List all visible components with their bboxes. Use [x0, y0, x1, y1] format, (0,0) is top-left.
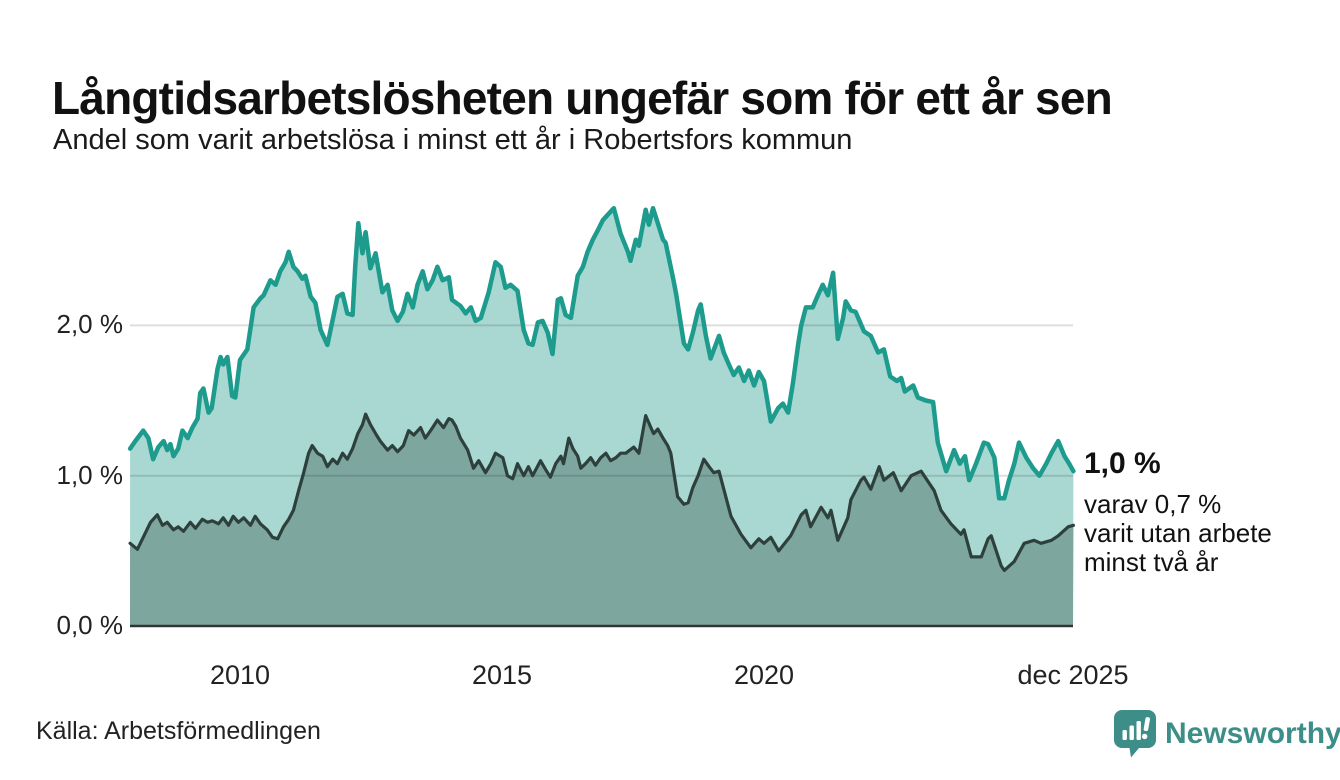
x-axis-tick-label: 2020 [733, 660, 795, 690]
newsworthy-logo: Newsworthy [1113, 709, 1340, 758]
y-axis-tick-label: 0,0 % [56, 610, 124, 640]
annotation-detail-line: varav 0,7 % [1084, 489, 1222, 519]
annotation-detail: varav 0,7 % varit utan arbete minst två … [1084, 490, 1272, 577]
x-axis-tick-label: 2010 [209, 660, 271, 690]
x-axis-tick-label: 2015 [471, 660, 533, 690]
latest-value-annotation: 1,0 % [1084, 447, 1161, 480]
area-fill-minst-tva-ar [130, 414, 1074, 626]
bar-chart-speech-bubble-icon [1114, 710, 1156, 758]
y-axis-tick-label: 2,0 % [56, 309, 124, 340]
y-axis-tick-label: 1,0 % [56, 459, 124, 490]
line-minst-tva-ar [128, 412, 1075, 572]
annotation-detail-line: minst två år [1084, 547, 1219, 577]
x-axis-tick-label: dec 2025 [1017, 660, 1129, 690]
page-subtitle: Andel som varit arbetslösa i minst ett å… [53, 124, 853, 156]
line-minst-ett-ar [127, 205, 1076, 501]
annotation-detail-line: varit utan arbete [1084, 518, 1272, 548]
page-title: Långtidsarbetslösheten ungefär som för e… [52, 71, 1113, 124]
newsworthy-wordmark: Newsworthy [1165, 716, 1340, 750]
source-attribution: Källa: Arbetsförmedlingen [36, 717, 321, 745]
